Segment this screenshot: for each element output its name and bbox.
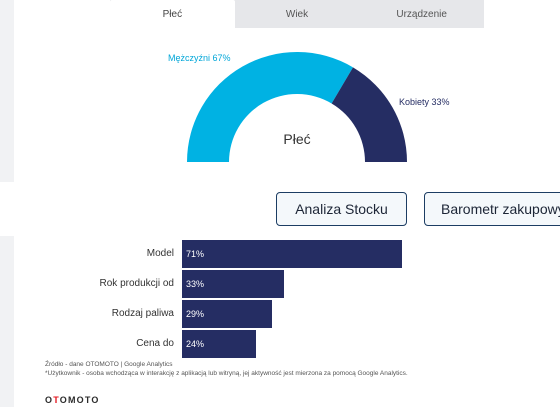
barometr-zakupowy-button[interactable]: Barometr zakupowy — [424, 192, 560, 226]
bar-category-label: Model — [146, 248, 174, 259]
bar: 24% — [182, 330, 256, 358]
bar: 71% — [182, 240, 402, 268]
bar-row: Model 71% — [0, 240, 560, 268]
donut-label-women: Kobiety 33% — [399, 97, 450, 107]
bar-row: Rok produkcji od 33% — [0, 270, 560, 298]
donut-segment-women — [331, 67, 407, 162]
footer-note: *Użytkownik - osoba wchodząca w interakc… — [45, 370, 408, 377]
donut-segment-men — [187, 52, 353, 162]
analiza-stocku-button[interactable]: Analiza Stocku — [276, 192, 407, 226]
bar-category-label: Rodzaj paliwa — [111, 308, 174, 319]
bar: 33% — [182, 270, 284, 298]
tab-bar: Płeć Wiek Urządzenie — [110, 0, 484, 28]
donut-center-label: Płeć — [283, 131, 311, 147]
bar-value-label: 33% — [186, 279, 205, 289]
tab-wiek[interactable]: Wiek — [285, 8, 309, 20]
bar-category-label: Cena do — [136, 338, 174, 349]
bar-value-label: 71% — [186, 249, 205, 259]
tab-urzadzenie[interactable]: Urządzenie — [396, 8, 447, 20]
gender-donut-chart: Mężczyźni 67% Kobiety 33% — [168, 52, 450, 162]
left-edge-strip — [0, 236, 14, 407]
footer-source: Źródło - dane OTOMOTO | Google Analytics — [45, 361, 173, 368]
bar-row: Cena do 24% — [0, 330, 560, 358]
donut-label-men: Mężczyźni 67% — [168, 53, 231, 63]
bar: 29% — [182, 300, 272, 328]
otomoto-logo: OTOMOTO — [45, 395, 100, 405]
tab-plec[interactable]: Płeć — [110, 0, 235, 28]
bar-category-label: Rok produkcji od — [99, 278, 174, 289]
bar-value-label: 29% — [186, 309, 205, 319]
bar-value-label: 24% — [186, 339, 205, 349]
left-edge-strip — [0, 0, 14, 182]
bar-row: Rodzaj paliwa 29% — [0, 300, 560, 328]
